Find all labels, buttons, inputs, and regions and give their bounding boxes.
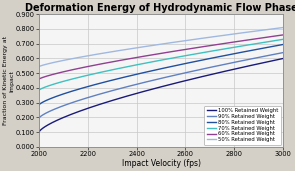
X-axis label: Impact Velocity (fps): Impact Velocity (fps) [122, 159, 201, 168]
80% Retained Weight [134, 74, 137, 76]
70% Retained Weight [37, 89, 41, 91]
100% Retained Weight [117, 98, 120, 100]
50% Retained Weight [213, 35, 217, 37]
70% Retained Weight [215, 49, 218, 51]
90% Retained Weight [215, 65, 218, 67]
Line: 90% Retained Weight: 90% Retained Weight [39, 53, 283, 118]
90% Retained Weight [281, 52, 285, 54]
80% Retained Weight [67, 91, 70, 93]
100% Retained Weight [67, 114, 70, 116]
50% Retained Weight [134, 47, 137, 49]
50% Retained Weight [37, 65, 41, 68]
Y-axis label: Fraction of Kinetic Energy at
Impact: Fraction of Kinetic Energy at Impact [4, 36, 14, 125]
70% Retained Weight [213, 49, 217, 51]
100% Retained Weight [191, 78, 194, 80]
80% Retained Weight [213, 56, 217, 58]
90% Retained Weight [191, 70, 194, 72]
50% Retained Weight [215, 35, 218, 37]
100% Retained Weight [281, 57, 285, 60]
80% Retained Weight [215, 56, 218, 58]
50% Retained Weight [191, 39, 194, 41]
70% Retained Weight [191, 53, 194, 55]
70% Retained Weight [67, 79, 70, 81]
80% Retained Weight [281, 43, 285, 45]
70% Retained Weight [117, 68, 120, 70]
90% Retained Weight [134, 83, 137, 86]
80% Retained Weight [37, 104, 41, 106]
60% Retained Weight [281, 34, 285, 36]
Line: 100% Retained Weight: 100% Retained Weight [39, 58, 283, 132]
Line: 70% Retained Weight: 70% Retained Weight [39, 39, 283, 90]
50% Retained Weight [67, 58, 70, 60]
100% Retained Weight [215, 72, 218, 74]
60% Retained Weight [67, 70, 70, 72]
70% Retained Weight [134, 64, 137, 66]
60% Retained Weight [213, 44, 217, 46]
80% Retained Weight [191, 61, 194, 63]
90% Retained Weight [213, 65, 217, 67]
60% Retained Weight [117, 60, 120, 62]
80% Retained Weight [117, 78, 120, 80]
Legend: 100% Retained Weight, 90% Retained Weight, 80% Retained Weight, 70% Retained Wei: 100% Retained Weight, 90% Retained Weigh… [204, 106, 281, 145]
100% Retained Weight [134, 93, 137, 95]
100% Retained Weight [37, 131, 41, 133]
Title: Deformation Energy of Hydrodynamic Flow Phase: Deformation Energy of Hydrodynamic Flow … [25, 3, 295, 14]
70% Retained Weight [281, 38, 285, 40]
90% Retained Weight [37, 117, 41, 119]
Line: 60% Retained Weight: 60% Retained Weight [39, 35, 283, 79]
Line: 80% Retained Weight: 80% Retained Weight [39, 44, 283, 105]
60% Retained Weight [215, 44, 218, 46]
60% Retained Weight [134, 57, 137, 59]
90% Retained Weight [117, 88, 120, 90]
60% Retained Weight [191, 47, 194, 49]
50% Retained Weight [281, 27, 285, 29]
100% Retained Weight [213, 73, 217, 75]
50% Retained Weight [117, 50, 120, 52]
90% Retained Weight [67, 103, 70, 105]
60% Retained Weight [37, 78, 41, 80]
Line: 50% Retained Weight: 50% Retained Weight [39, 28, 283, 67]
